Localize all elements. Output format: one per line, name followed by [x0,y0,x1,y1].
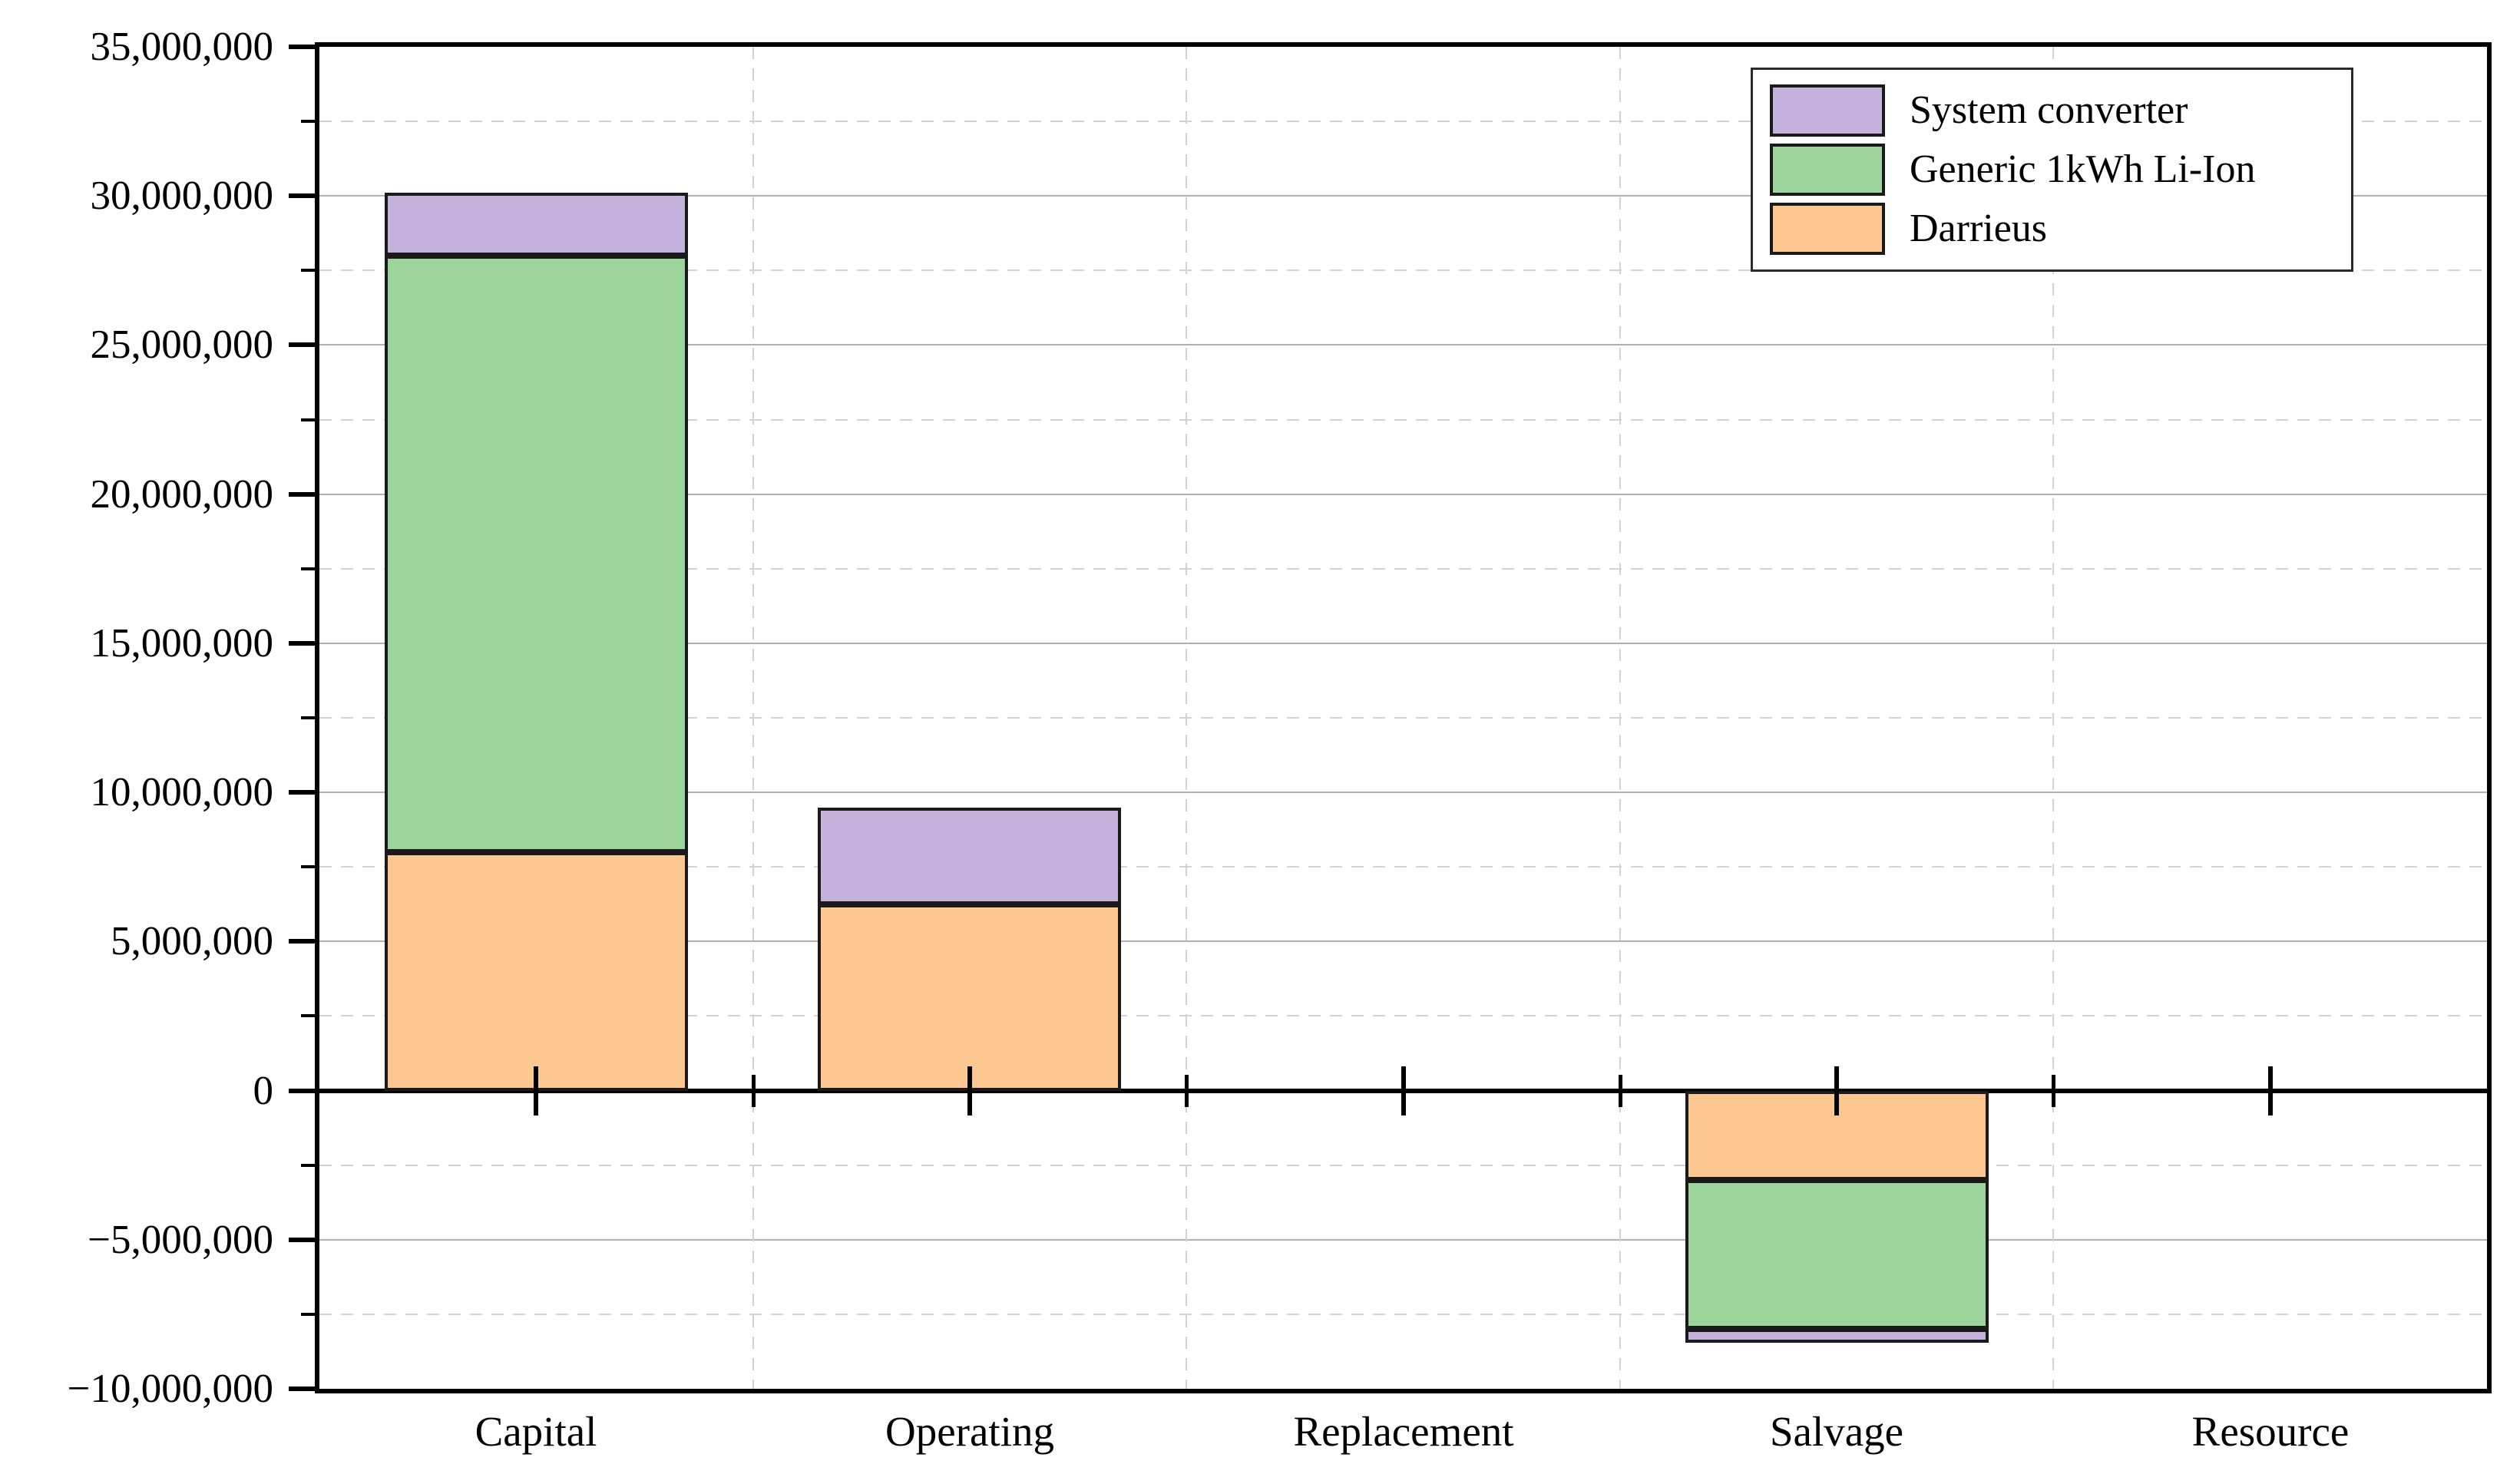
y-tick-major [289,342,315,348]
legend-label: System converter [1910,88,2188,132]
gridline-major [319,1238,2487,1241]
x-tick-boundary [2052,1074,2055,1107]
gridline-minor [319,1164,2487,1166]
legend-swatch [1770,203,1885,256]
bar-segment-operating-system-converter [818,807,1121,904]
y-tick-minor [301,120,315,124]
gridline-category-boundary [1186,47,1187,1389]
y-tick-label: 5,000,000 [111,919,273,964]
legend-item: Darrieus [1770,203,2334,256]
y-tick-minor [301,865,315,869]
y-tick-minor [301,1014,315,1018]
gridline-major [319,940,2487,943]
y-tick-major [289,1237,315,1242]
gridline-major [319,344,2487,346]
y-tick-minor [301,269,315,273]
legend-label: Generic 1kWh Li-Ion [1910,147,2256,191]
gridline-major [319,493,2487,495]
y-tick-label: 30,000,000 [90,174,274,219]
bar-segment-salvage-generic-1kwh-li-ion [1685,1180,1989,1330]
gridline-major [319,642,2487,644]
gridline-minor [319,418,2487,421]
y-tick-major [289,1088,315,1093]
y-tick-major [289,790,315,795]
x-category-label-salvage: Salvage [1769,1408,1904,1455]
x-tick-boundary [1185,1074,1189,1107]
y-tick-minor [301,1163,315,1167]
y-tick-major [289,640,315,646]
y-tick-label: 10,000,000 [90,770,274,815]
y-tick-major [289,45,315,49]
x-tick-boundary [1619,1074,1622,1107]
x-category-label-replacement: Replacement [1293,1408,1514,1455]
y-tick-minor [301,567,315,570]
x-tick-salvage [1834,1066,1839,1115]
y-tick-label: 25,000,000 [90,322,274,368]
y-tick-label: 15,000,000 [90,620,274,666]
x-tick-boundary [752,1074,756,1107]
gridline-major [319,792,2487,794]
y-tick-minor [301,716,315,719]
gridline-minor [319,121,2487,123]
gridline-category-boundary [1619,47,1621,1389]
y-tick-minor [301,418,315,421]
legend-label: Darrieus [1910,207,2048,251]
legend-item: System converter [1770,84,2334,137]
y-tick-label: 0 [253,1068,274,1113]
gridline-category-boundary [2052,47,2054,1389]
gridline-category-boundary [752,47,754,1389]
y-tick-major [289,491,315,497]
legend-swatch [1770,84,1885,137]
x-category-label-capital: Capital [475,1408,597,1455]
bar-segment-salvage-system-converter [1685,1329,1989,1343]
y-tick-major [289,939,315,944]
y-tick-major [289,1386,315,1391]
legend-item: Generic 1kWh Li-Ion [1770,143,2334,196]
x-tick-replacement [1401,1066,1406,1115]
bar-segment-capital-generic-1kwh-li-ion [385,255,688,852]
y-tick-minor [301,1312,315,1316]
y-tick-major [289,193,315,199]
gridline-minor [319,1313,2487,1315]
gridline-minor [319,269,2487,272]
plot-area: System converter Generic 1kWh Li-Ion Darri… [289,42,2492,1393]
legend: System converter Generic 1kWh Li-Ion Darri… [1751,68,2353,272]
y-tick-label: 35,000,000 [90,25,274,69]
bar-segment-capital-system-converter [385,193,688,256]
x-tick-operating [967,1066,972,1115]
y-tick-label: −10,000,000 [67,1367,273,1411]
gridline-minor [319,1015,2487,1017]
gridline-major [319,195,2487,197]
x-tick-resource [2268,1066,2273,1115]
gridline-minor [319,567,2487,570]
bar-segment-operating-darrieus [818,904,1121,1091]
gridline-minor [319,717,2487,719]
gridline-minor [319,866,2487,868]
legend-swatch [1770,143,1885,196]
x-tick-capital [534,1066,538,1115]
bar-segment-capital-darrieus [385,851,688,1091]
y-tick-label: 20,000,000 [90,471,274,517]
x-category-label-resource: Resource [2191,1408,2350,1455]
y-tick-label: −5,000,000 [88,1217,273,1262]
x-category-label-operating: Operating [885,1408,1054,1455]
